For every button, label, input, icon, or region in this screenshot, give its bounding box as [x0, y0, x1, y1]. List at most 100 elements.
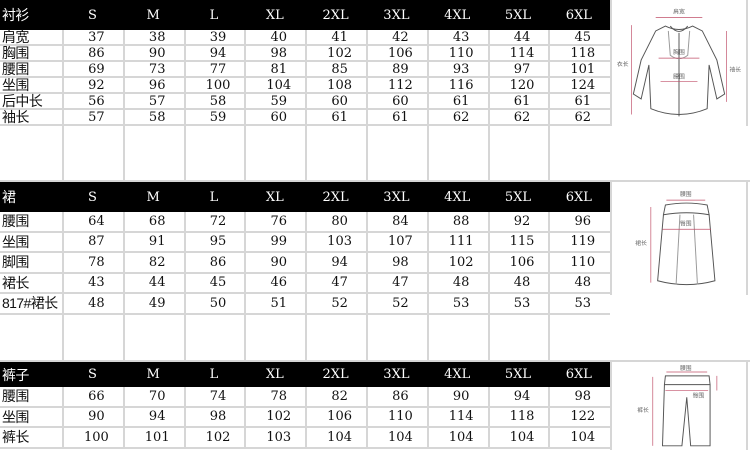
measurement-value: 59 — [244, 94, 305, 109]
measurement-value: 51 — [244, 294, 305, 313]
measurement-value: 48 — [548, 273, 609, 292]
measurement-value: 89 — [365, 62, 427, 77]
measurement-value: 48 — [487, 273, 549, 292]
measurement-label: 裙长 — [2, 274, 29, 291]
blank-cell — [183, 314, 245, 360]
measurement-value: 90 — [62, 407, 123, 426]
blank-row — [0, 314, 610, 360]
size-column-header: 4XL — [444, 367, 471, 382]
measurement-value: 91 — [122, 232, 184, 251]
size-column-header: 2XL — [322, 367, 349, 382]
measurement-label: 后中长 — [2, 93, 43, 109]
measurement-label: 坐围 — [2, 408, 29, 425]
size-column-header: 3XL — [383, 189, 410, 205]
measurement-label: 坐围 — [2, 233, 29, 250]
measurement-value: 47 — [305, 273, 366, 292]
size-header-row: 裙 S M L XL 2XL 3XL 4XL 5XL 6XL — [0, 182, 610, 212]
measurement-value: 58 — [122, 110, 184, 125]
measurement-value: 39 — [183, 30, 245, 45]
measurement-value: 94 — [183, 46, 245, 61]
measurement-value: 101 — [122, 428, 184, 447]
measurement-value: 104 — [548, 428, 609, 447]
section-title: 裙 — [2, 189, 16, 205]
blank-cell — [487, 126, 549, 180]
measurement-value: 102 — [183, 428, 245, 447]
measurement-value: 42 — [365, 30, 427, 45]
blank-cell — [244, 126, 305, 180]
measurement-value: 53 — [487, 294, 549, 313]
measurement-value: 106 — [365, 46, 427, 61]
table-row: 腰围 64 68 72 76 80 84 88 92 96 — [0, 212, 610, 233]
measurement-value: 66 — [62, 387, 123, 406]
blank-cell — [244, 314, 305, 360]
measurement-value: 102 — [426, 253, 488, 272]
size-column-header: 6XL — [565, 7, 592, 23]
measurement-value: 110 — [426, 46, 488, 61]
measurement-value: 47 — [365, 273, 427, 292]
measurement-value: 107 — [365, 232, 427, 251]
measurement-value: 87 — [62, 232, 123, 251]
table-row: 肩宽 37 38 39 40 41 42 43 44 45 — [0, 29, 610, 46]
blank-cell — [305, 314, 366, 360]
measurement-value: 59 — [183, 110, 245, 125]
measurement-value: 103 — [244, 428, 305, 447]
measurement-rows: 腰围 66 70 74 78 82 86 90 94 98 坐围 90 94 98 102 106 110 114… — [0, 387, 610, 449]
skirt-diagram: 腰围 臀围 裙长 — [610, 182, 748, 295]
diagram-label: 胸围 — [673, 48, 685, 56]
divider — [0, 180, 750, 182]
blank-cell — [487, 314, 549, 360]
table-row: 坐围 87 91 95 99 103 107 111 115 119 — [0, 232, 610, 253]
blank-cell — [548, 126, 609, 180]
skirt-illustration-icon: 腰围 臀围 裙长 — [635, 191, 716, 286]
table-row: 腰围 69 73 77 81 85 89 93 97 101 — [0, 61, 610, 78]
size-column-header: 5XL — [504, 367, 532, 382]
measurement-value: 62 — [426, 110, 488, 125]
measurement-value: 92 — [62, 78, 123, 93]
table-row: 坐围 92 96 100 104 108 112 116 120 124 — [0, 77, 610, 94]
measurement-value: 62 — [548, 110, 609, 125]
blank-cell — [426, 314, 488, 360]
measurement-value: 86 — [365, 387, 427, 406]
measurement-value: 58 — [183, 94, 245, 109]
blank-cell — [122, 314, 184, 360]
measurement-value: 57 — [62, 110, 123, 125]
measurement-value: 114 — [487, 46, 549, 61]
measurement-value: 98 — [548, 387, 609, 406]
measurement-value: 43 — [62, 273, 123, 292]
measurement-value: 104 — [426, 428, 488, 447]
measurement-value: 86 — [183, 253, 245, 272]
size-column-header: 6XL — [565, 367, 592, 382]
measurement-value: 50 — [183, 294, 245, 313]
measurement-value: 49 — [122, 294, 184, 313]
size-column-header: L — [209, 7, 219, 23]
pants-size-section: 裤子 S M L XL 2XL 3XL 4XL 5XL 6XL 腰围 66 70 74 78 82 86 90 94… — [0, 362, 750, 450]
blank-cell — [62, 126, 123, 180]
measurement-value: 64 — [62, 212, 123, 231]
diagram-label: 臀围 — [680, 220, 692, 227]
measurement-value: 114 — [426, 407, 488, 426]
measurement-value: 100 — [62, 428, 123, 447]
measurement-value: 101 — [548, 62, 609, 77]
measurement-value: 98 — [244, 46, 305, 61]
measurement-value: 104 — [244, 78, 305, 93]
measurement-value: 104 — [365, 428, 427, 447]
measurement-value: 100 — [183, 78, 245, 93]
measurement-value: 70 — [122, 387, 184, 406]
table-row: 腰围 66 70 74 78 82 86 90 94 98 — [0, 387, 610, 408]
measurement-value: 46 — [244, 273, 305, 292]
blank-cell — [548, 314, 609, 360]
pants-illustration-icon: 腰围 臀围 裤长 — [637, 365, 718, 447]
measurement-value: 86 — [62, 46, 123, 61]
size-column-header: 4XL — [444, 189, 471, 205]
blank-cell — [305, 126, 366, 180]
measurement-value: 53 — [426, 294, 488, 313]
diagram-label: 衣长 — [617, 60, 629, 68]
measurement-value: 69 — [62, 62, 123, 77]
measurement-value: 120 — [487, 78, 549, 93]
size-column-header: 2XL — [322, 189, 349, 205]
section-title: 裤子 — [2, 366, 29, 383]
measurement-value: 106 — [487, 253, 549, 272]
measurement-value: 62 — [487, 110, 549, 125]
diagram-label: 裤长 — [637, 406, 649, 414]
size-column-header: M — [146, 7, 160, 23]
